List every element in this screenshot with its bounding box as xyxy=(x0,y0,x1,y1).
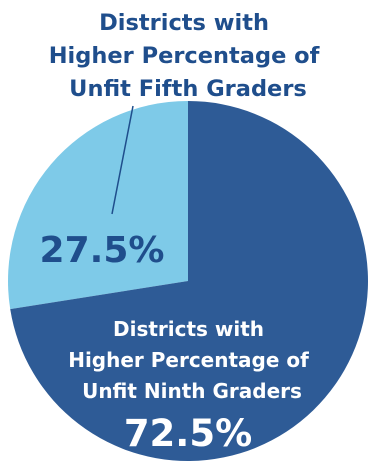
ninth-graders-label-line-3: Unfit Ninth Graders xyxy=(82,379,302,403)
ninth-graders-label: Districts with Higher Percentage of Unfi… xyxy=(68,317,316,403)
fifth-graders-label-line-3: Unfit Fifth Graders xyxy=(69,76,307,102)
ninth-graders-label-line-1: Districts with xyxy=(113,317,264,341)
pie-slice-fifth-graders xyxy=(8,101,188,310)
fifth-graders-label-line-1: Districts with xyxy=(99,10,269,36)
ninth-graders-label-line-2: Higher Percentage of xyxy=(68,348,309,372)
leader-line xyxy=(111,105,134,215)
ninth-graders-value-label: 72.5% xyxy=(124,412,252,455)
fifth-graders-label-line-2: Higher Percentage of xyxy=(49,43,320,69)
pie-slice-ninth-graders xyxy=(10,101,369,462)
fifth-graders-label: Districts with Higher Percentage of Unfi… xyxy=(49,10,328,102)
fifth-graders-value-label: 27.5% xyxy=(40,230,165,271)
